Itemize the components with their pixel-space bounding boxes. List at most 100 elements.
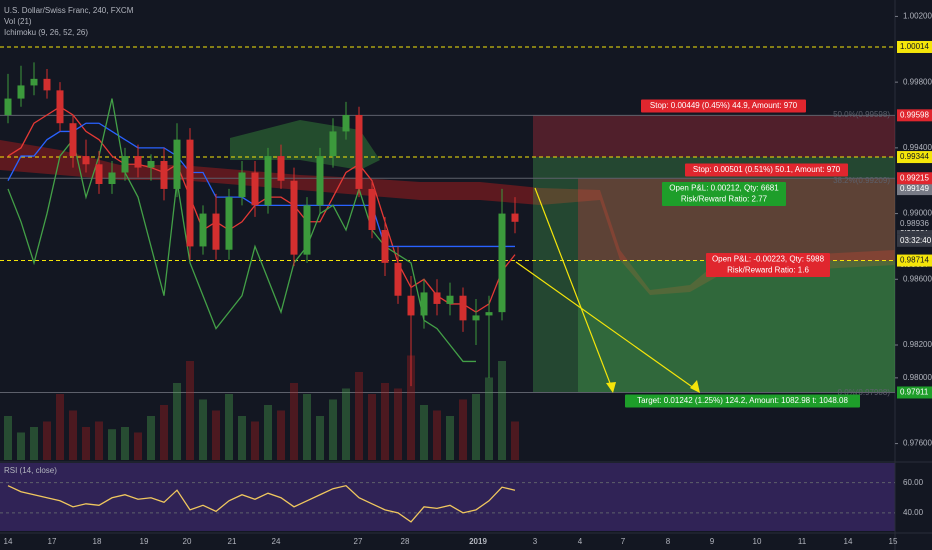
y-tick-label: 0.98000 [903,373,932,382]
annotation-text: Risk/Reward Ratio: 2.77 [681,195,768,204]
candle-body [329,131,337,157]
x-tick-label: 14 [844,537,853,546]
candle-body [472,315,480,321]
candle-body [134,156,142,168]
volume-bar [147,416,155,460]
x-tick-label: 18 [93,537,102,546]
x-tick-label: 20 [183,537,192,546]
countdown-tag [897,234,932,247]
candle-body [82,156,90,165]
candle-body [121,156,129,173]
y-tick-label: 0.98200 [903,340,932,349]
volume-bar [173,383,181,460]
volume-bar [329,399,337,460]
x-tick-label: 19 [140,537,149,546]
volume-bar [134,432,142,460]
arrow [534,187,614,392]
volume-bar [355,372,363,460]
candle-body [212,213,220,250]
price-tag [897,172,932,185]
annotation-text: Stop: 0.00501 (0.51%) 50.1, Amount: 970 [693,165,841,174]
candle-body [264,156,272,206]
candle-body [4,98,12,115]
price-tag-label: 0.99215 [900,173,929,182]
volume-bar [277,410,285,460]
candle-body [199,213,207,247]
volume-bar [472,394,480,460]
price-tag [897,109,932,122]
volume-bar [82,427,90,460]
volume-bar [238,416,246,460]
annotation-box [641,99,806,113]
volume-bar [420,405,428,460]
fib-label: 38.2%(0.99209) [833,176,890,185]
y-tick-label: 60.00 [903,478,924,487]
volume-bar [30,427,38,460]
volume-bar [511,421,519,460]
annotation-box [706,253,830,277]
rsi-line [7,484,516,523]
x-tick-label: 8 [666,537,671,546]
candle-body [186,139,194,247]
volume-bar [303,394,311,460]
x-tick-label: 7 [621,537,626,546]
volume-bar [121,427,129,460]
fib-label: 50.0%(0.99598) [833,110,890,119]
price-tag [897,183,932,196]
volume-bar [394,388,402,460]
volume-bar [69,410,77,460]
x-tick-label: 21 [228,537,237,546]
y-tick-label: 0.99800 [903,77,932,86]
candle-body [251,172,259,206]
price-tag-label: 0.98936 [900,219,929,228]
annotation-text: Target: 0.01242 (1.25%) 124.2, Amount: 1… [637,396,848,405]
annotation-box [662,182,786,206]
candle-body [225,197,233,250]
y-tick-label: 0.99400 [903,143,932,152]
candle-body [316,156,324,206]
candle-body [173,139,181,189]
volume-bar [212,410,220,460]
candle-body [17,85,25,99]
candle-body [277,156,285,181]
candle-body [30,78,38,86]
annotation-text: Open P&L: -0.00223, Qty: 5988 [712,255,825,264]
x-tick-label: 9 [710,537,715,546]
x-tick-label: 11 [798,537,807,546]
candle-body [433,292,441,304]
price-tag [897,254,932,267]
indicator-line [7,106,516,313]
candle-body [381,230,389,263]
candle-body [407,295,415,316]
y-tick-label: 0.98600 [903,274,932,283]
candle-body [43,78,51,91]
candle-body [485,312,493,316]
candle-body [56,90,64,124]
price-tag [897,218,932,231]
volume-bar [225,394,233,460]
annotation-box [685,163,848,177]
x-tick-label: 17 [48,537,57,546]
x-tick-label: 3 [533,537,538,546]
x-tick-label: 28 [401,537,410,546]
rsi-title: RSI (14, close) [4,466,57,475]
annotation-text: Open P&L: 0.00212, Qty: 6681 [669,184,779,193]
fib-label: 0.0%(0.97908) [838,388,891,397]
price-tag [897,386,932,399]
x-tick-label: 4 [578,537,583,546]
indicator-line [7,122,515,248]
volume-bar [485,377,493,460]
volume-bar [56,394,64,460]
volume-bar [381,383,389,460]
candle-body [342,115,350,132]
price-tag-label: 0.98714 [900,256,929,265]
y-tick-label: 0.99000 [903,209,932,218]
volume-bar [290,383,298,460]
countdown: 03:32:40 [900,236,932,245]
volume-bar [342,388,350,460]
x-tick-label: 24 [272,537,281,546]
volume-bar [316,416,324,460]
volume-bar [108,429,116,460]
volume-bar [498,361,506,460]
